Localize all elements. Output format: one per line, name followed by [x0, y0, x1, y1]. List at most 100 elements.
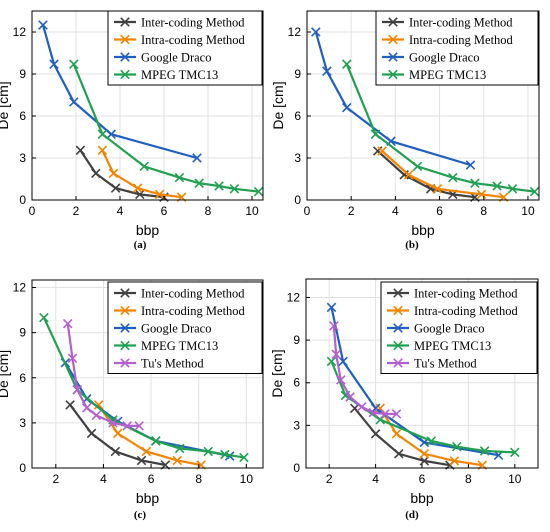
data-point-0-0 — [372, 146, 383, 156]
legend-marker-3 — [120, 69, 130, 80]
legend-label-2: Google Draco — [414, 322, 484, 336]
y-tick-label-3: 9 — [19, 326, 26, 340]
data-point-4-5 — [368, 407, 379, 418]
legend-label-0: Inter-coding Method — [414, 287, 518, 301]
x-tick-label-4: 8 — [205, 204, 212, 218]
series-line-4 — [332, 325, 397, 416]
data-point-3-5 — [203, 446, 213, 457]
data-point-2-4 — [465, 160, 476, 170]
data-point-4-7 — [134, 421, 144, 431]
data-point-1-1 — [403, 170, 414, 180]
legend-label-2: Google Draco — [409, 51, 479, 65]
x-tick-label-1: 2 — [73, 204, 80, 218]
data-point-0-2 — [110, 183, 121, 193]
legend-marker-3 — [393, 340, 403, 351]
data-point-2-0 — [311, 27, 321, 37]
data-point-2-0 — [326, 302, 337, 313]
data-point-3-4 — [452, 441, 462, 452]
data-point-3-5 — [214, 181, 224, 191]
x-axis-label: bbp — [411, 222, 435, 238]
x-axis-label: bbp — [136, 222, 160, 238]
x-tick-label-4: 8 — [480, 204, 487, 218]
data-point-3-4 — [470, 178, 480, 188]
data-point-1-2 — [132, 183, 143, 193]
x-tick-label-3: 6 — [436, 204, 443, 218]
data-point-1-1 — [108, 168, 119, 179]
legend-marker-1 — [393, 305, 403, 316]
legend-marker-2 — [388, 52, 398, 62]
data-point-3-2 — [139, 161, 149, 172]
data-point-0-0 — [65, 400, 75, 410]
x-tick-label-2: 6 — [148, 472, 155, 486]
chart-panel-2: 0 2 4 6 8 10 0 3 6 9 12 bbp De [cm] Inter-coding Meth… — [270, 10, 540, 251]
data-point-4-1 — [67, 353, 78, 363]
data-point-2-3 — [106, 129, 116, 139]
chart-panel-3: 2 4 6 8 10 0 3 6 9 12 bbp De [cm] Inter-coding Metho… — [0, 279, 264, 521]
series-line-3 — [72, 63, 259, 193]
x-tick-label-1: 2 — [348, 204, 355, 218]
data-point-3-6 — [507, 184, 518, 194]
data-point-4-3 — [82, 403, 92, 413]
legend-label-4: Tu's Method — [414, 357, 477, 371]
y-tick-label-4: 12 — [287, 290, 301, 304]
data-point-0-3 — [419, 456, 430, 466]
y-axis-label: De [cm] — [269, 349, 285, 397]
series-line-3 — [330, 361, 515, 454]
y-tick-label-2: 6 — [293, 376, 300, 390]
x-tick-label-1: 4 — [100, 472, 107, 486]
legend-marker-3 — [388, 69, 398, 80]
y-tick-label-0: 0 — [19, 193, 26, 207]
data-point-2-0 — [38, 20, 48, 30]
data-point-2-1 — [322, 66, 332, 76]
data-point-4-2 — [72, 385, 83, 395]
legend-label-3: MPEG TMC13 — [414, 339, 491, 353]
data-point-4-0 — [329, 321, 339, 331]
legend-label-3: MPEG TMC13 — [409, 68, 486, 82]
x-tick-label-0: 0 — [304, 204, 311, 218]
legend-marker-1 — [120, 305, 130, 316]
legend-label-1: Intra-coding Method — [141, 304, 246, 318]
x-axis-label: bbp — [136, 490, 160, 506]
legend-label-3: MPEG TMC13 — [141, 68, 218, 82]
panel-caption: (c) — [134, 509, 147, 521]
data-point-2-1 — [49, 59, 59, 69]
legend-marker-3 — [120, 340, 130, 351]
data-point-0-1 — [91, 168, 101, 179]
data-point-2-1 — [338, 356, 348, 367]
legend-marker-0 — [120, 288, 130, 298]
legend-label-3: MPEG TMC13 — [141, 339, 218, 353]
data-point-3-0 — [342, 59, 352, 69]
data-point-1-3 — [154, 189, 165, 200]
data-point-3-2 — [412, 161, 423, 172]
y-tick-label-1: 3 — [293, 418, 300, 432]
y-tick-label-3: 9 — [19, 67, 26, 81]
legend-label-2: Google Draco — [141, 322, 211, 336]
data-point-3-0 — [69, 59, 79, 69]
panel-caption: (d) — [405, 509, 419, 521]
data-point-1-2 — [419, 449, 430, 459]
data-point-1-1 — [391, 429, 402, 439]
legend-marker-0 — [393, 288, 403, 298]
data-point-0-3 — [136, 455, 147, 466]
series-line-3 — [42, 317, 245, 459]
legend-box — [107, 10, 263, 86]
data-point-4-5 — [108, 418, 118, 428]
legend-marker-2 — [120, 323, 130, 333]
data-point-0-2 — [110, 446, 121, 457]
legend-marker-2 — [393, 323, 403, 333]
data-point-3-7 — [529, 186, 540, 197]
y-axis-label: De [cm] — [270, 81, 286, 129]
data-point-4-7 — [391, 409, 402, 419]
data-point-3-0 — [39, 312, 49, 323]
x-tick-label-3: 8 — [195, 472, 202, 486]
y-tick-label-1: 3 — [19, 151, 26, 165]
x-tick-label-0: 2 — [326, 472, 333, 486]
data-point-4-0 — [62, 318, 73, 329]
data-point-4-6 — [380, 409, 390, 419]
data-point-1-2 — [432, 184, 443, 194]
y-tick-label-3: 9 — [293, 333, 300, 347]
data-point-4-2 — [336, 375, 346, 385]
data-point-3-1 — [97, 129, 108, 139]
data-point-1-3 — [172, 455, 183, 466]
y-tick-label-0: 0 — [19, 461, 26, 475]
